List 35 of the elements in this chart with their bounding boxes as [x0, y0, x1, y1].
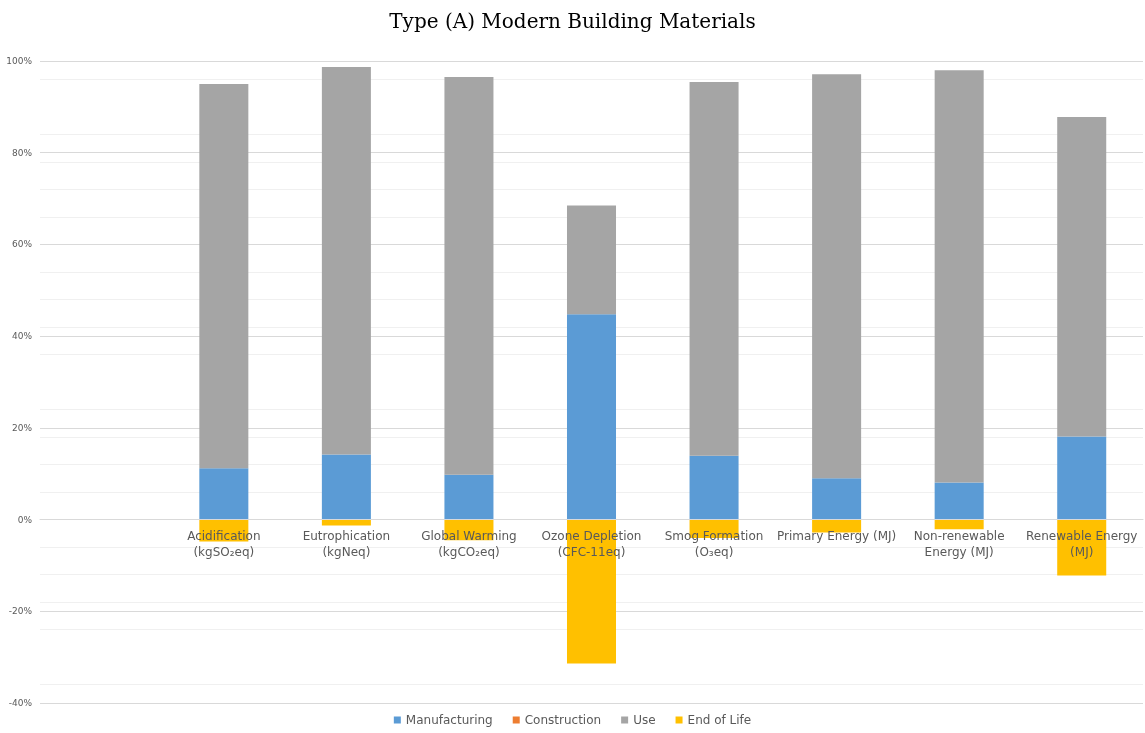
bar [934, 519, 984, 530]
x-tick-label: Smog Formation (O₃eq) [664, 528, 764, 559]
bar [566, 314, 617, 520]
bar [321, 519, 371, 526]
legend-label: End of Life [687, 713, 752, 727]
bar [812, 74, 862, 479]
bar [689, 455, 739, 520]
y-tick-label: 0% [17, 514, 33, 525]
bar [566, 205, 617, 315]
y-tick-label: 100% [6, 56, 33, 66]
x-tick-label: Eutrophication (kgNeq) [302, 528, 391, 559]
bar [321, 66, 371, 455]
bar [1057, 436, 1107, 520]
bar [321, 454, 371, 520]
y-tick-label: -20% [8, 606, 33, 617]
bar [1057, 116, 1107, 437]
bar [689, 82, 739, 456]
legend-label: Construction [524, 713, 602, 727]
legend-label: Use [633, 713, 656, 727]
bar [444, 77, 494, 475]
bar [199, 83, 249, 469]
y-tick-label: 40% [11, 331, 33, 342]
bar [934, 482, 984, 520]
bar [934, 70, 984, 483]
y-tick-label: -40% [8, 698, 33, 708]
bar [444, 474, 494, 520]
legend-label: Manufacturing [405, 713, 493, 727]
x-tick-label: Non-renewable Energy (MJ) [913, 528, 1005, 559]
y-tick-label: 60% [11, 239, 33, 250]
bar [199, 468, 249, 520]
y-tick-label: 20% [11, 422, 33, 433]
y-tick-label: 80% [11, 147, 33, 158]
bar [812, 478, 862, 520]
x-tick-label: Primary Energy (MJ) [776, 528, 897, 543]
chart-title: Type (A) Modern Building Materials [389, 9, 756, 33]
